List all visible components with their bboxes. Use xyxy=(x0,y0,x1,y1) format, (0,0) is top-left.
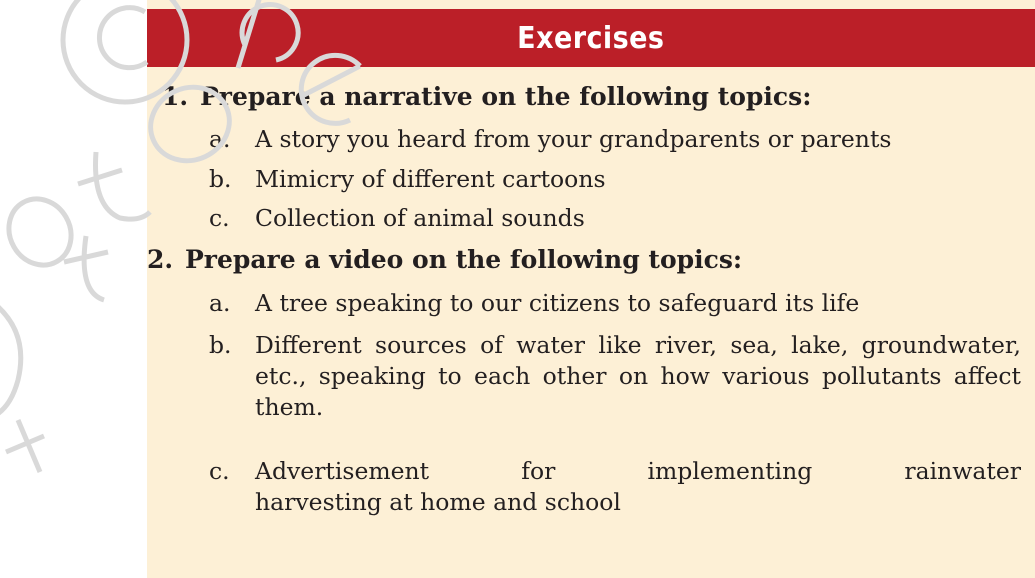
item-letter: a. xyxy=(209,125,231,153)
watermark-letter-t3 xyxy=(5,419,45,473)
item-letter: a. xyxy=(209,289,231,317)
item-text: A story you heard from your grandparents… xyxy=(255,125,892,153)
item-text: Different sources of water like river, s… xyxy=(255,331,1021,421)
question-1: 1. Prepare a narrative on the following t… xyxy=(162,82,811,111)
exercises-banner: Exercises xyxy=(147,9,1035,67)
copyright-symbol-c xyxy=(96,5,149,71)
question-2-item-b: b. Different sources of water like river… xyxy=(209,330,1021,423)
watermark-letter-o2 xyxy=(6,196,74,268)
watermark-letter-n xyxy=(0,305,24,416)
question-2-item-a: a. A tree speaking to our citizens to sa… xyxy=(209,288,1021,319)
item-text-line-2: harvesting at home and school xyxy=(255,488,621,516)
watermark-letter-t1 xyxy=(77,151,152,222)
question-1-item-c: c. Collection of animal sounds xyxy=(209,203,1021,234)
question-2-text: Prepare a video on the following topics: xyxy=(185,245,743,274)
question-1-item-a: a. A story you heard from your grandpare… xyxy=(209,124,1021,155)
question-1-number: 1. xyxy=(162,82,189,111)
item-text: A tree speaking to our citizens to safeg… xyxy=(255,289,860,317)
exercises-panel: Exercises 1. Prepare a narrative on the f… xyxy=(147,0,1035,578)
item-letter: b. xyxy=(209,331,232,359)
question-1-item-b: b. Mimicry of different cartoons xyxy=(209,164,1021,195)
item-text: Collection of animal sounds xyxy=(255,204,585,232)
question-2-item-c: c. Advertisement for implementing rainwa… xyxy=(209,456,1021,518)
exercises-title: Exercises xyxy=(517,20,665,56)
question-1-text: Prepare a narrative on the following top… xyxy=(200,82,812,111)
question-2-number: 2. xyxy=(147,245,174,274)
item-letter: c. xyxy=(209,204,230,232)
item-letter: c. xyxy=(209,457,230,485)
item-text-line-1: Advertisement for implementing rainwater xyxy=(255,457,1021,485)
item-letter: b. xyxy=(209,165,232,193)
item-text: Mimicry of different cartoons xyxy=(255,165,606,193)
watermark-letter-t2 xyxy=(63,235,109,303)
question-2: 2. Prepare a video on the following topic… xyxy=(147,245,742,274)
